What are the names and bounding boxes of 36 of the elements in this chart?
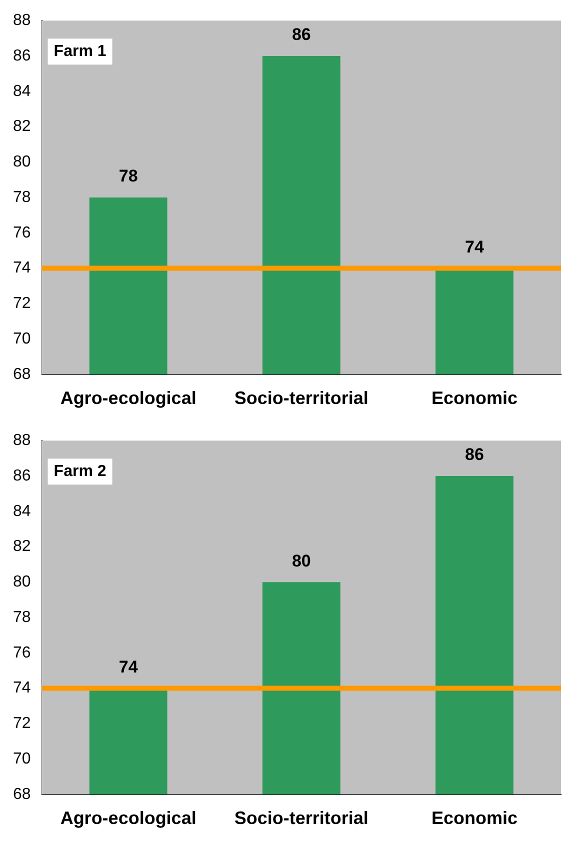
x-tick-label: Agro-ecological bbox=[60, 808, 196, 828]
y-tick-label: 88 bbox=[13, 432, 31, 450]
y-tick-label: 86 bbox=[13, 47, 31, 64]
y-tick-label: 82 bbox=[13, 118, 31, 136]
y-tick-label: 68 bbox=[13, 366, 31, 383]
x-tick-label: Agro-ecological bbox=[60, 388, 196, 408]
y-tick-label: 88 bbox=[13, 12, 31, 30]
y-tick-label: 78 bbox=[13, 608, 31, 626]
y-tick-label: 80 bbox=[13, 154, 31, 171]
y-tick-label: 72 bbox=[13, 715, 31, 732]
data-label: 86 bbox=[465, 445, 484, 464]
y-tick-label: 76 bbox=[13, 224, 31, 242]
data-label: 78 bbox=[118, 166, 138, 186]
x-tick-label: Economic bbox=[431, 388, 518, 408]
y-tick-label: 76 bbox=[13, 644, 31, 662]
x-tick-label: Socio-territorial bbox=[234, 388, 368, 408]
y-tick-label: 84 bbox=[13, 82, 31, 100]
y-tick-label: 74 bbox=[13, 260, 31, 277]
y-tick-label: 70 bbox=[13, 750, 31, 768]
x-tick-label: Socio-territorial bbox=[234, 808, 368, 828]
annotation: Farm 1 bbox=[54, 43, 106, 60]
data-label: 86 bbox=[292, 25, 311, 44]
annotation: Farm 2 bbox=[54, 463, 106, 480]
y-tick-label: 82 bbox=[13, 538, 31, 556]
data-label: 74 bbox=[118, 657, 138, 676]
y-tick-label: 80 bbox=[13, 574, 31, 591]
x-tick-label: Economic bbox=[431, 808, 518, 828]
data-label: 74 bbox=[465, 237, 484, 256]
data-label: 80 bbox=[292, 551, 311, 570]
y-tick-label: 68 bbox=[13, 786, 31, 803]
y-tick-label: 86 bbox=[13, 467, 31, 484]
y-tick-label: 70 bbox=[13, 330, 31, 348]
y-tick-label: 84 bbox=[13, 502, 31, 520]
y-tick-label: 78 bbox=[13, 188, 31, 206]
y-tick-label: 74 bbox=[13, 680, 31, 697]
y-tick-label: 72 bbox=[13, 295, 31, 312]
